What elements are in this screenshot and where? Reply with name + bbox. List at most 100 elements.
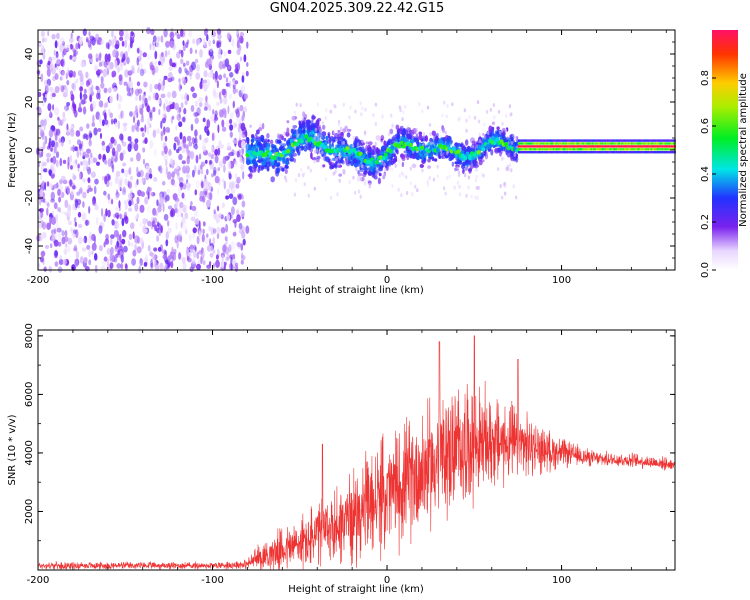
heatmap-cell <box>236 209 240 216</box>
heatmap-cell <box>586 145 588 148</box>
heatmap-cell <box>214 76 218 83</box>
heatmap-cell <box>75 78 79 83</box>
heatmap-cell <box>611 148 614 151</box>
heatmap-cell <box>398 105 402 110</box>
heatmap-cell <box>137 69 140 74</box>
heatmap-cell <box>327 133 331 139</box>
heatmap-cell <box>657 139 660 142</box>
heatmap-cell <box>661 145 664 148</box>
heatmap-cell <box>54 107 59 116</box>
heatmap-cell <box>83 88 87 95</box>
heatmap-cell <box>476 195 479 200</box>
heatmap-cell <box>97 73 100 78</box>
heatmap-cell <box>552 145 555 148</box>
y-tick-label: 40 <box>24 48 35 61</box>
heatmap-cell <box>104 176 108 185</box>
heatmap-cell <box>458 143 463 147</box>
heatmap-cell <box>203 190 208 196</box>
heatmap-cell <box>206 233 209 238</box>
heatmap-cell <box>529 139 531 142</box>
heatmap-cell <box>181 192 185 199</box>
heatmap-cell <box>233 139 238 144</box>
heatmap-cell <box>176 51 181 59</box>
heatmap-cell <box>137 88 143 94</box>
heatmap-cell <box>189 150 195 160</box>
heatmap-cell <box>194 189 198 196</box>
heatmap-cell <box>270 139 274 145</box>
heatmap-cell <box>467 154 472 159</box>
heatmap-cell <box>124 178 128 186</box>
heatmap-cell <box>59 68 61 75</box>
heatmap-cell <box>354 136 359 141</box>
heatmap-cell <box>38 162 41 168</box>
heatmap-cell <box>160 35 164 43</box>
heatmap-cell <box>573 151 576 154</box>
heatmap-cell <box>636 142 639 145</box>
heatmap-cell <box>661 151 664 154</box>
heatmap-cell <box>190 216 196 222</box>
heatmap-cell <box>216 205 220 212</box>
heatmap-cell <box>545 145 548 148</box>
heatmap-cell <box>128 70 134 75</box>
heatmap-cell <box>73 49 78 56</box>
heatmap-cell <box>119 152 124 161</box>
heatmap-cell <box>510 168 513 173</box>
heatmap-cell <box>193 244 197 251</box>
heatmap-cell <box>548 139 551 142</box>
heatmap-cell <box>513 153 516 157</box>
heatmap-cell <box>107 174 112 181</box>
heatmap-cell <box>91 36 96 46</box>
heatmap-cell <box>217 167 220 172</box>
heatmap-cell <box>314 149 317 154</box>
heatmap-cell <box>240 210 245 218</box>
heatmap-cell <box>449 155 454 161</box>
heatmap-cell <box>229 118 233 125</box>
heatmap-cell <box>293 158 297 163</box>
heatmap-cell <box>73 244 78 251</box>
heatmap-cell <box>607 151 609 154</box>
heatmap-cell <box>209 159 213 165</box>
heatmap-cell <box>538 151 541 154</box>
heatmap-cell <box>418 134 423 141</box>
heatmap-cell <box>339 126 343 131</box>
heatmap-cell <box>527 139 530 142</box>
heatmap-cell <box>454 167 457 172</box>
heatmap-cell <box>221 144 224 149</box>
heatmap-cell <box>390 113 393 118</box>
heatmap-cell <box>232 258 237 267</box>
heatmap-cell <box>520 151 523 154</box>
heatmap-cell <box>232 219 238 224</box>
heatmap-cell <box>544 151 547 154</box>
heatmap-cell <box>467 164 471 169</box>
heatmap-cell <box>54 73 59 80</box>
heatmap-cell <box>510 112 513 117</box>
heatmap-cell <box>368 172 372 176</box>
heatmap-cell <box>361 106 364 111</box>
x-tick-label: 100 <box>552 575 571 586</box>
heatmap-cell <box>551 145 553 148</box>
heatmap-cell <box>274 159 277 164</box>
heatmap-cell <box>69 73 73 78</box>
heatmap-cell <box>209 70 214 78</box>
heatmap-cell <box>139 258 143 266</box>
heatmap-cell <box>182 207 186 213</box>
heatmap-cell <box>94 65 98 72</box>
heatmap-cell <box>158 108 161 116</box>
heatmap-cell <box>661 139 664 142</box>
heatmap-cell <box>79 71 83 78</box>
heatmap-cell <box>79 172 81 181</box>
heatmap-cell <box>80 99 86 105</box>
heatmap-cell <box>668 139 671 142</box>
heatmap-cell <box>88 130 92 139</box>
heatmap-cell <box>387 138 392 146</box>
heatmap-cell <box>647 145 650 148</box>
heatmap-cell <box>632 139 634 142</box>
heatmap-cell <box>453 185 456 190</box>
heatmap-cell <box>409 138 415 144</box>
heatmap-cell <box>41 232 47 239</box>
heatmap-cell <box>332 130 335 135</box>
y-tick-label: 20 <box>24 96 35 109</box>
heatmap-cell <box>390 167 394 172</box>
heatmap-cell <box>217 187 220 196</box>
heatmap-cell <box>579 148 581 151</box>
